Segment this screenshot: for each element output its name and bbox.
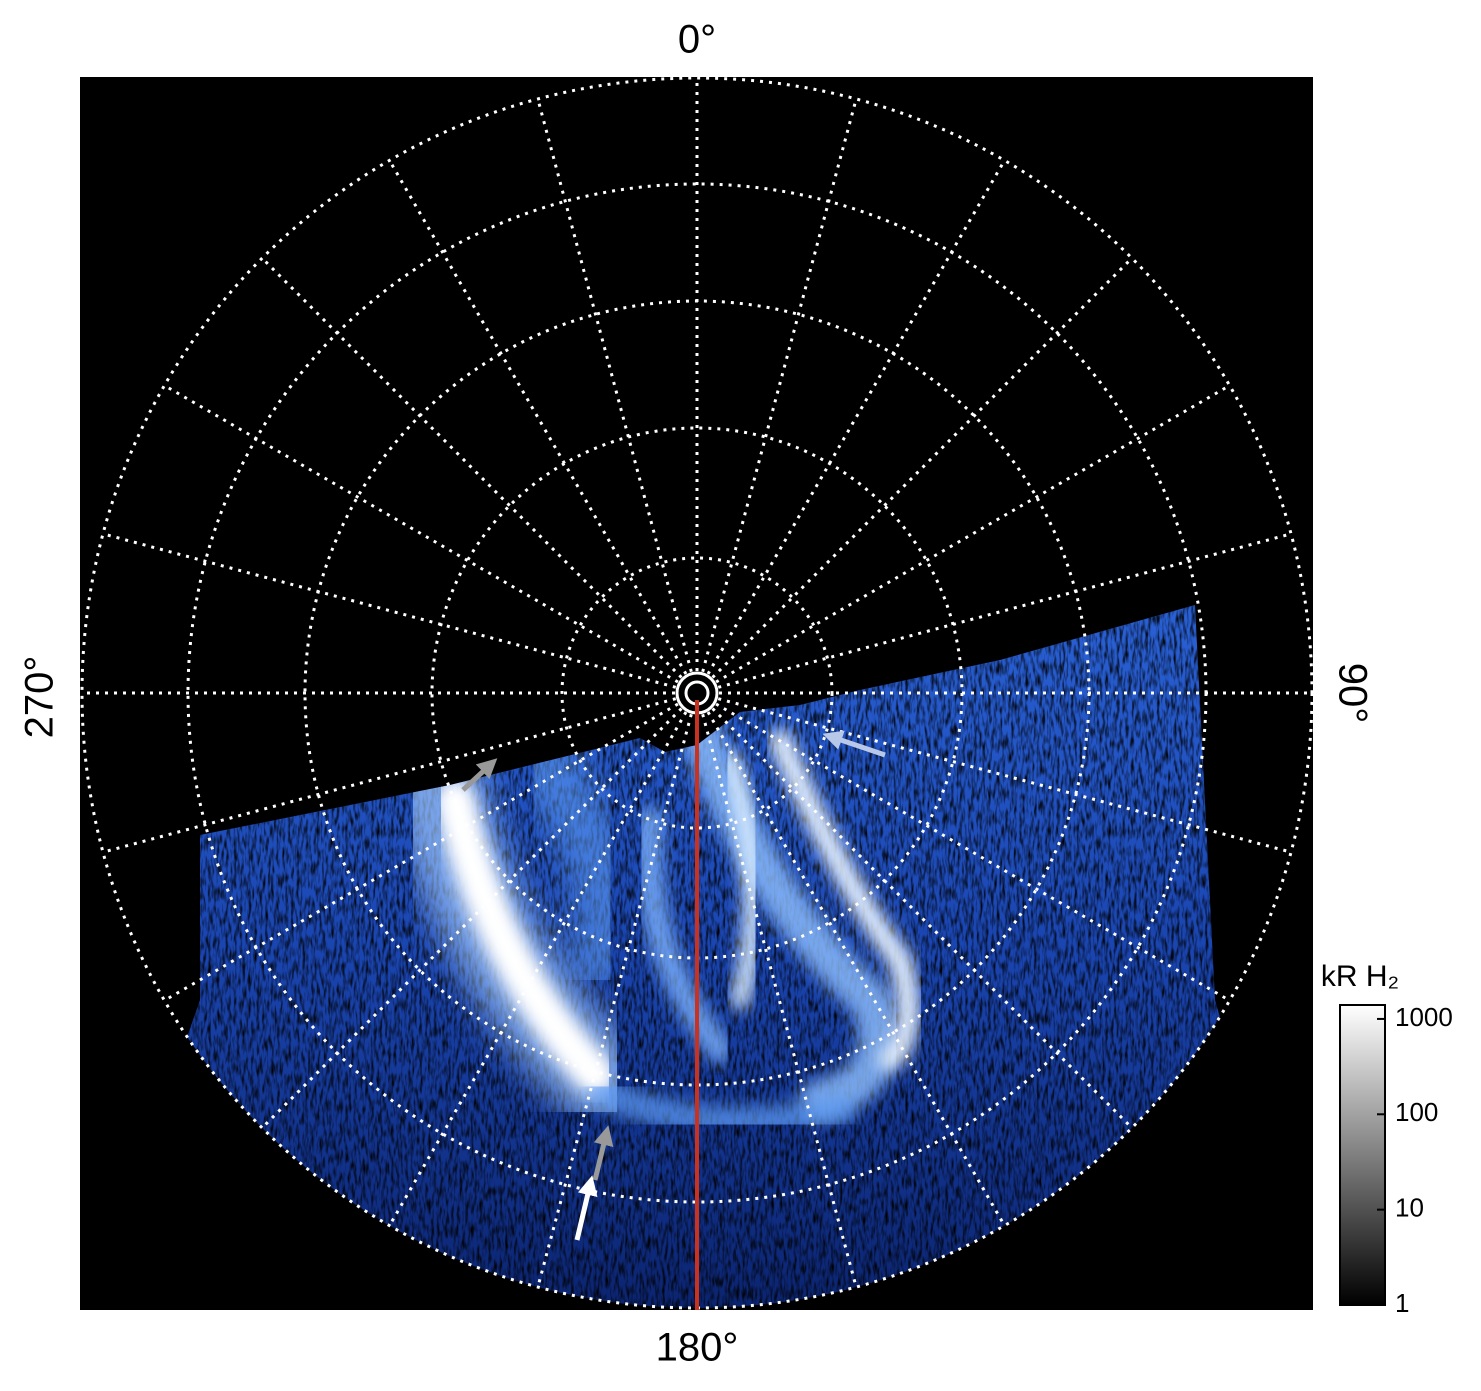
colorbar — [1339, 1004, 1386, 1306]
arrow — [574, 1175, 598, 1241]
colorbar-tick-label: 1 — [1395, 1288, 1409, 1318]
arrow — [461, 758, 498, 792]
arrow — [592, 1125, 614, 1181]
arrow — [822, 730, 886, 758]
colorbar-title: kR H₂ — [1321, 960, 1399, 993]
arrows — [461, 730, 886, 1241]
angle-label: 270° — [18, 656, 62, 739]
angle-label: 180° — [656, 1326, 739, 1370]
angle-label: 90° — [1330, 663, 1374, 724]
colorbar-tick-label: 10 — [1395, 1193, 1424, 1223]
colorbar-tick-label: 1000 — [1395, 1002, 1453, 1032]
angle-label: 0° — [678, 18, 716, 62]
colorbar-tick-label: 100 — [1395, 1097, 1438, 1127]
grid-circle — [560, 556, 834, 830]
